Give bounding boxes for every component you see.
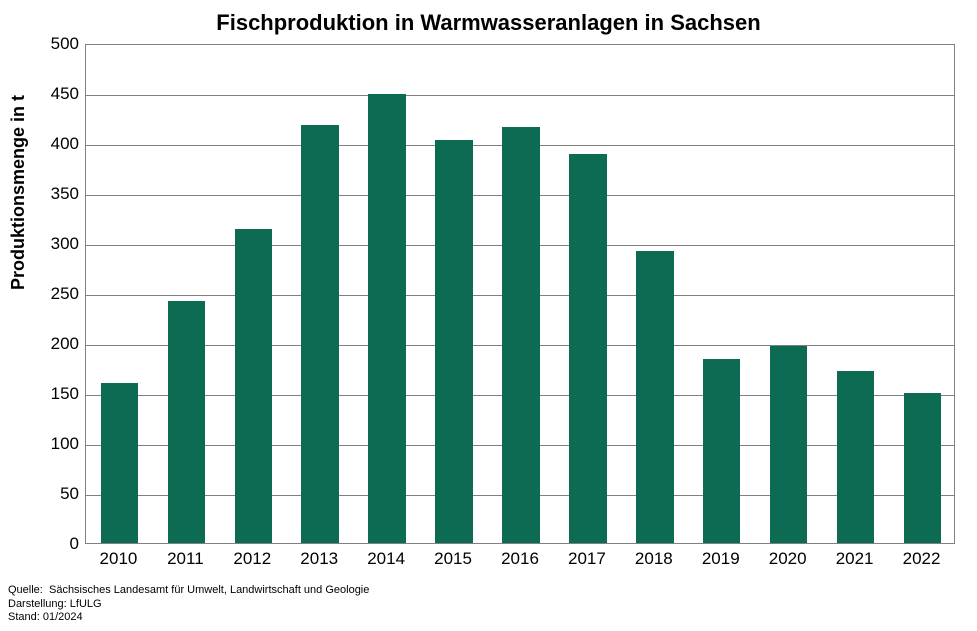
x-tick-label: 2018 — [635, 549, 673, 569]
bar — [569, 154, 606, 543]
y-tick-label: 0 — [19, 534, 79, 554]
y-tick-label: 200 — [19, 334, 79, 354]
bar — [368, 94, 405, 543]
footer-source-text: Sächsisches Landesamt für Umwelt, Landwi… — [49, 584, 369, 596]
footer-date-label: Stand: — [8, 611, 40, 623]
y-tick-label: 300 — [19, 234, 79, 254]
bar — [101, 383, 138, 543]
x-tick-label: 2010 — [100, 549, 138, 569]
chart-title: Fischproduktion in Warmwasseranlagen in … — [0, 10, 977, 36]
plot-area — [85, 44, 955, 544]
bar — [636, 251, 673, 543]
footer-source: Quelle: Sächsisches Landesamt für Umwelt… — [8, 584, 369, 598]
bar — [168, 301, 205, 543]
bar — [904, 393, 941, 543]
footer-source-label: Quelle: — [8, 584, 43, 596]
bar — [235, 229, 272, 543]
y-tick-label: 100 — [19, 434, 79, 454]
footer-date-text: 01/2024 — [43, 611, 83, 623]
footer-display-text: LfULG — [70, 598, 102, 610]
x-tick-label: 2022 — [903, 549, 941, 569]
bar — [770, 346, 807, 543]
footer-date: Stand: 01/2024 — [8, 611, 369, 625]
x-tick-label: 2015 — [434, 549, 472, 569]
gridline — [86, 95, 954, 96]
bar — [837, 371, 874, 543]
x-tick-label: 2014 — [367, 549, 405, 569]
y-tick-label: 400 — [19, 134, 79, 154]
y-tick-label: 500 — [19, 34, 79, 54]
x-tick-label: 2016 — [501, 549, 539, 569]
x-tick-label: 2011 — [167, 549, 204, 569]
y-tick-label: 450 — [19, 84, 79, 104]
y-tick-label: 150 — [19, 384, 79, 404]
x-tick-label: 2020 — [769, 549, 807, 569]
x-tick-label: 2017 — [568, 549, 606, 569]
bar — [301, 125, 338, 543]
chart-footer: Quelle: Sächsisches Landesamt für Umwelt… — [8, 584, 369, 625]
x-tick-label: 2013 — [300, 549, 338, 569]
y-tick-label: 50 — [19, 484, 79, 504]
bar — [703, 359, 740, 543]
y-tick-label: 350 — [19, 184, 79, 204]
footer-display: Darstellung: LfULG — [8, 598, 369, 612]
x-tick-label: 2021 — [836, 549, 874, 569]
footer-display-label: Darstellung: — [8, 598, 67, 610]
bar — [435, 140, 472, 543]
x-tick-label: 2019 — [702, 549, 740, 569]
y-tick-label: 250 — [19, 284, 79, 304]
bar — [502, 127, 539, 543]
x-tick-label: 2012 — [233, 549, 271, 569]
